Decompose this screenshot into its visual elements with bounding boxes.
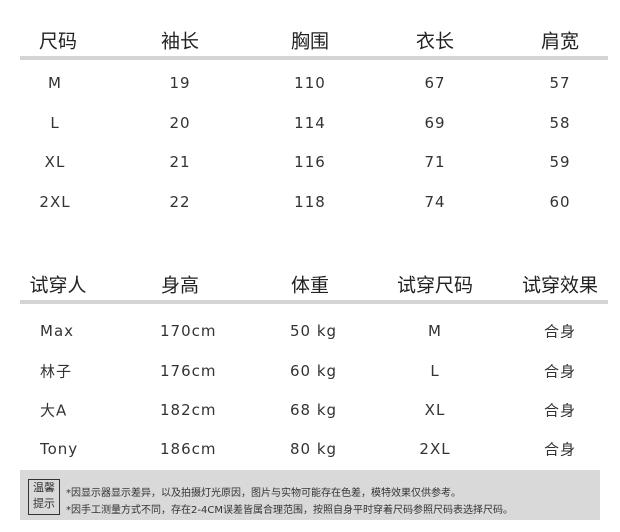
- table-cell: 20: [169, 114, 191, 132]
- column-header: 试穿效果: [521, 274, 599, 297]
- table-cell: 60: [549, 193, 571, 211]
- table-cell: L: [430, 362, 440, 380]
- table-cell: 68 kg: [290, 401, 338, 419]
- table-cell: Max: [40, 322, 75, 340]
- table-cell: 大A: [40, 401, 68, 420]
- table-cell: 21: [169, 153, 191, 171]
- table-cell: XL: [44, 153, 66, 171]
- column-header: 试穿人: [29, 274, 87, 297]
- table-cell: 182cm: [160, 401, 217, 419]
- column-header: 体重: [290, 274, 330, 297]
- table-cell: 合身: [543, 362, 577, 381]
- table-cell: 80 kg: [290, 440, 338, 458]
- note-label-line: 温馨: [33, 481, 55, 494]
- column-header: 肩宽: [540, 30, 580, 53]
- table-cell: 118: [294, 193, 326, 211]
- table-cell: L: [50, 114, 60, 132]
- table-cell: 19: [169, 74, 191, 92]
- note-line: *因显示器显示差异，以及拍摄灯光原因，图片与实物可能存在色差，模特效果仅供参考。: [66, 488, 461, 499]
- table-cell: 合身: [543, 440, 577, 459]
- table-cell: 林子: [40, 362, 73, 381]
- table-cell: 60 kg: [290, 362, 338, 380]
- table-cell: 67: [424, 74, 446, 92]
- column-header: 胸围: [290, 30, 330, 53]
- table-cell: 186cm: [160, 440, 217, 458]
- table-cell: 57: [549, 74, 571, 92]
- column-header: 衣长: [415, 30, 455, 53]
- table-cell: 170cm: [160, 322, 217, 340]
- column-header: 试穿尺码: [396, 274, 474, 297]
- table-cell: XL: [424, 401, 446, 419]
- table-cell: 110: [294, 74, 326, 92]
- table-cell: 合身: [543, 322, 577, 341]
- table-cell: 114: [294, 114, 326, 132]
- note-line: *因手工测量方式不同，存在2-4CM误差皆属合理范围，按照自身平时穿着尺码参照尺…: [66, 505, 513, 516]
- table-cell: 合身: [543, 401, 577, 420]
- table-cell: 59: [549, 153, 571, 171]
- table-cell: 58: [549, 114, 571, 132]
- table-cell: 116: [294, 153, 326, 171]
- divider: [20, 56, 608, 60]
- table-cell: 69: [424, 114, 446, 132]
- column-header: 袖长: [160, 30, 200, 53]
- table-cell: Tony: [40, 440, 79, 458]
- table-cell: 2XL: [39, 193, 71, 211]
- table-cell: M: [428, 322, 442, 340]
- table-cell: 2XL: [419, 440, 451, 458]
- column-header: 身高: [160, 274, 200, 297]
- note-box: 温馨 提示 *因显示器显示差异，以及拍摄灯光原因，图片与实物可能存在色差，模特效…: [20, 470, 600, 520]
- column-header: 尺码: [38, 30, 78, 53]
- table-cell: 74: [424, 193, 446, 211]
- table-cell: 22: [169, 193, 191, 211]
- table-cell: 71: [424, 153, 446, 171]
- table-cell: M: [48, 74, 62, 92]
- note-label-line: 提示: [33, 497, 55, 510]
- divider: [20, 300, 608, 304]
- table-cell: 50 kg: [290, 322, 338, 340]
- table-cell: 176cm: [160, 362, 217, 380]
- note-label: 温馨 提示: [28, 479, 60, 515]
